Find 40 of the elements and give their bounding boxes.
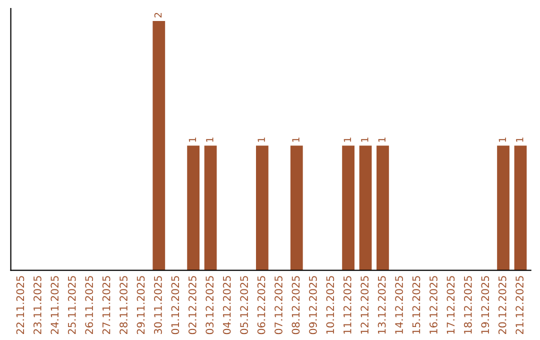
data-label: 1 [498, 138, 506, 142]
x-tick-label: 06.12.2025 [257, 276, 266, 334]
x-tick-label: 18.12.2025 [464, 276, 472, 334]
x-tick-label: 23.11.2025 [33, 276, 42, 334]
x-tick-label: 30.11.2025 [154, 276, 162, 334]
x-tick-label: 19.12.2025 [481, 276, 490, 334]
data-label: 1 [258, 138, 265, 142]
x-tick-label: 07.12.2025 [274, 276, 282, 334]
data-label: 1 [344, 138, 351, 142]
x-tick-label: 09.12.2025 [309, 276, 317, 334]
x-tick-label: 12.12.2025 [360, 276, 369, 334]
x-tick-label: 21.12.2025 [516, 276, 524, 334]
x-tick-label: 10.12.2025 [326, 276, 334, 334]
x-tick-label: 02.12.2025 [188, 276, 196, 334]
x-tick-label: 03.12.2025 [206, 276, 214, 334]
x-tick-label: 22.11.2025 [16, 276, 24, 334]
data-label: 1 [516, 138, 524, 142]
data-label: 1 [188, 138, 196, 142]
x-tick-label: 29.11.2025 [136, 276, 145, 334]
x-tick-label: 08.12.2025 [292, 276, 300, 334]
x-tick-label: 27.11.2025 [102, 276, 110, 334]
x-tick-label: 24.11.2025 [50, 276, 59, 334]
data-label: 2 [154, 12, 162, 18]
x-tick-label: 14.12.2025 [395, 276, 403, 334]
x-tick-label: 25.11.2025 [68, 276, 76, 334]
x-tick-label: 28.11.2025 [120, 276, 128, 334]
data-label: 1 [206, 138, 214, 142]
data-label: 1 [378, 138, 386, 142]
x-tick-label: 16.12.2025 [430, 276, 438, 334]
x-tick-label: 15.12.2025 [412, 276, 420, 334]
x-tick-label: 17.12.2025 [446, 276, 455, 334]
x-tick-label: 01.12.2025 [171, 276, 180, 334]
x-tick-label: 26.11.2025 [85, 276, 94, 334]
x-tick-label: 04.12.2025 [222, 276, 231, 334]
data-label: 1 [361, 138, 368, 142]
data-label: 1 [292, 138, 300, 142]
x-tick-label: 20.12.2025 [498, 276, 506, 334]
x-tick-label: 05.12.2025 [240, 276, 248, 334]
x-tick-label: 11.12.2025 [343, 276, 352, 334]
x-tick-label: 13.12.2025 [378, 276, 386, 334]
